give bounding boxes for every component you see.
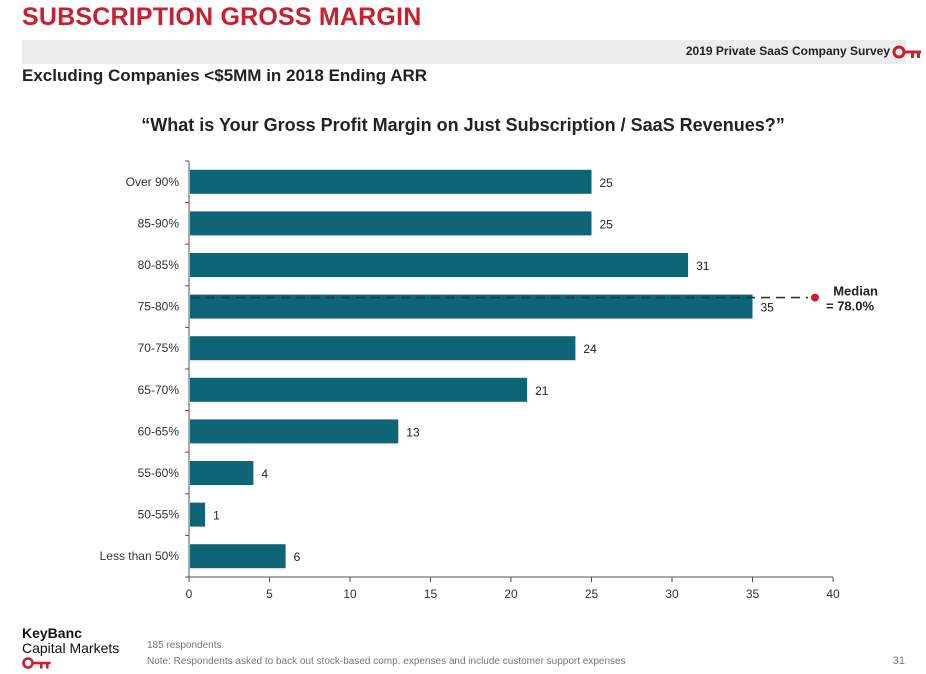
x-tick-label: 5 [266, 587, 273, 601]
bar [190, 336, 576, 361]
data-label: 25 [600, 217, 614, 231]
key-logo-icon [22, 657, 51, 669]
x-tick-label: 35 [746, 587, 760, 601]
survey-label: 2019 Private SaaS Company Survey [685, 44, 890, 58]
category-label: Less than 50% [100, 549, 180, 563]
category-label: 80-85% [138, 258, 180, 272]
bar-chart: Over 90% 25 85-90% 25 80-85% 31 75-80% 35 70-75%… [100, 160, 878, 601]
x-tick-label: 25 [585, 587, 599, 601]
bar [190, 461, 254, 485]
bar [190, 377, 528, 402]
data-label: 4 [261, 467, 268, 481]
data-label: 35 [761, 301, 775, 315]
page-number: 31 [892, 655, 905, 667]
footnote: Note: Respondents asked to back out stoc… [147, 656, 626, 667]
data-label: 21 [535, 384, 549, 398]
page-title: SUBSCRIPTION GROSS MARGIN [22, 3, 422, 31]
data-label: 24 [583, 342, 597, 356]
chart-question: “What is Your Gross Profit Margin on Jus… [141, 115, 785, 135]
bar [190, 294, 753, 319]
bar [190, 211, 592, 236]
data-label: 13 [406, 425, 420, 439]
category-label: 75-80% [138, 300, 180, 314]
median-label-line2: = 78.0% [826, 299, 875, 314]
logo-keybanc: KeyBanc [22, 625, 82, 641]
category-label: 50-55% [138, 508, 180, 522]
respondents-note: 185 respondents [147, 640, 222, 651]
category-label: 70-75% [138, 341, 180, 355]
x-tick-label: 20 [504, 587, 518, 601]
median-label-line1: Median [833, 284, 878, 299]
bar [190, 169, 592, 194]
category-label: 60-65% [138, 424, 180, 438]
category-label: 85-90% [138, 216, 180, 230]
data-label: 25 [600, 176, 614, 190]
data-label: 6 [294, 550, 301, 564]
subtitle: Excluding Companies <$5MM in 2018 Ending… [22, 66, 428, 85]
x-tick-label: 40 [826, 587, 840, 601]
category-label: Over 90% [126, 175, 180, 189]
x-tick-label: 30 [665, 587, 679, 601]
data-label: 1 [213, 509, 220, 523]
median-marker [811, 293, 819, 302]
bar [190, 502, 206, 527]
x-tick-label: 15 [424, 587, 438, 601]
category-label: 55-60% [138, 466, 180, 480]
header-band [22, 40, 906, 64]
key-icon [892, 45, 921, 59]
logo-capital-markets: Capital Markets [22, 640, 120, 656]
x-tick-label: 0 [186, 587, 193, 601]
x-tick-label: 10 [343, 587, 357, 601]
category-label: 65-70% [138, 383, 180, 397]
bar [190, 544, 286, 569]
bar [190, 419, 399, 444]
bar [190, 253, 689, 277]
data-label: 31 [696, 259, 710, 273]
